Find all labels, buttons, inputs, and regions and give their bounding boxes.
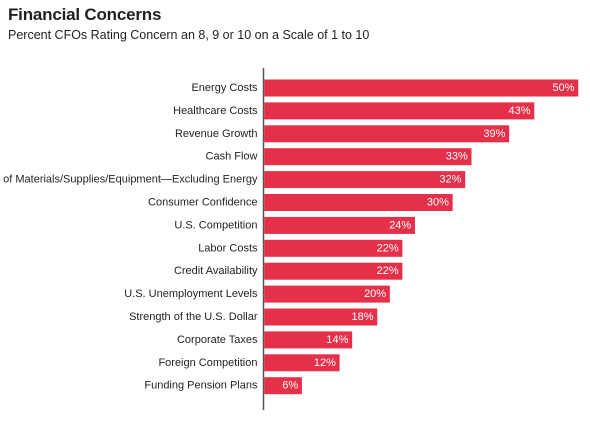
category-label: Strength of the U.S. Dollar	[129, 311, 258, 323]
chart-subtitle: Percent CFOs Rating Concern an 8, 9 or 1…	[8, 28, 370, 42]
category-label: U.S. Competition	[174, 219, 257, 231]
category-label: Funding Pension Plans	[144, 380, 258, 392]
bar	[264, 262, 403, 280]
chart-title: Financial Concerns	[8, 5, 162, 24]
data-label: 50%	[552, 82, 574, 94]
category-label: Consumer Confidence	[148, 197, 257, 209]
bar	[264, 377, 302, 395]
category-label: Healthcare Costs	[173, 105, 258, 117]
data-label: 6%	[282, 380, 298, 392]
data-label: 22%	[377, 265, 399, 277]
bar	[264, 102, 535, 120]
bar	[264, 171, 466, 189]
category-label: Labor Costs	[198, 242, 258, 254]
bar	[264, 308, 378, 326]
bar	[264, 79, 579, 97]
data-label: 12%	[314, 357, 336, 369]
data-label: 24%	[389, 219, 411, 231]
category-label: Energy Costs	[191, 82, 258, 94]
category-label: Corporate Taxes	[177, 334, 258, 346]
bar	[264, 354, 340, 372]
category-label: U.S. Unemployment Levels	[124, 288, 258, 300]
bar	[264, 125, 510, 143]
category-label: Foreign Competition	[158, 357, 257, 369]
category-label: Cash Flow	[206, 151, 258, 163]
bar	[264, 194, 453, 211]
category-label: Revenue Growth	[175, 128, 258, 140]
data-label: 22%	[377, 242, 399, 254]
data-label: 30%	[427, 197, 449, 209]
bar	[264, 216, 415, 234]
data-label: 14%	[326, 334, 348, 346]
data-label: 43%	[509, 105, 531, 117]
data-label: 39%	[483, 128, 505, 140]
bar	[264, 285, 390, 303]
category-label: Cost of Materials/Supplies/Equipment—Exc…	[0, 174, 258, 186]
bar	[264, 331, 353, 349]
data-label: 33%	[446, 151, 468, 163]
data-label: 20%	[364, 288, 386, 300]
data-label: 32%	[439, 174, 461, 186]
bar	[264, 239, 403, 257]
data-label: 18%	[352, 311, 374, 323]
category-label: Credit Availability	[174, 265, 258, 277]
bar	[264, 148, 472, 166]
